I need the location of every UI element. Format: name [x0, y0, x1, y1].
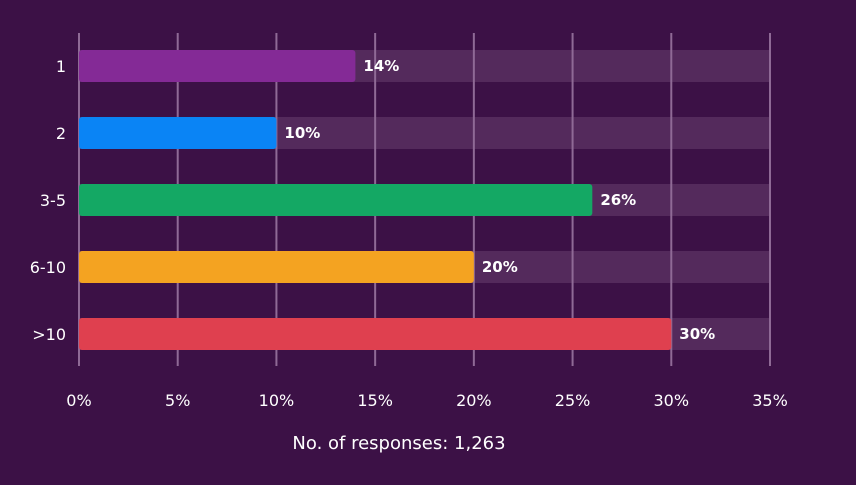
category-label: >10: [32, 325, 66, 344]
bar-value-label: 14%: [363, 57, 399, 75]
bar: [79, 117, 277, 149]
x-tick-label: 10%: [259, 391, 295, 410]
bar-value-label: 10%: [284, 124, 320, 142]
bar: [79, 50, 356, 82]
x-tick-label: 15%: [357, 391, 393, 410]
bar-value-label: 26%: [600, 191, 636, 209]
bar: [79, 184, 593, 216]
x-tick-label: 25%: [555, 391, 591, 410]
x-tick-label: 35%: [752, 391, 788, 410]
responses-note: No. of responses: 1,263: [292, 433, 506, 454]
category-label: 1: [56, 57, 66, 76]
x-tick-label: 0%: [66, 391, 91, 410]
bar-value-label: 20%: [482, 258, 518, 276]
category-label: 3-5: [40, 191, 66, 210]
category-label: 6-10: [30, 258, 66, 277]
bar-value-label: 30%: [679, 325, 715, 343]
x-tick-label: 30%: [654, 391, 690, 410]
bar: [79, 251, 474, 283]
category-label: 2: [56, 124, 66, 143]
x-tick-label: 20%: [456, 391, 492, 410]
x-tick-label: 5%: [165, 391, 190, 410]
bar: [79, 318, 672, 350]
